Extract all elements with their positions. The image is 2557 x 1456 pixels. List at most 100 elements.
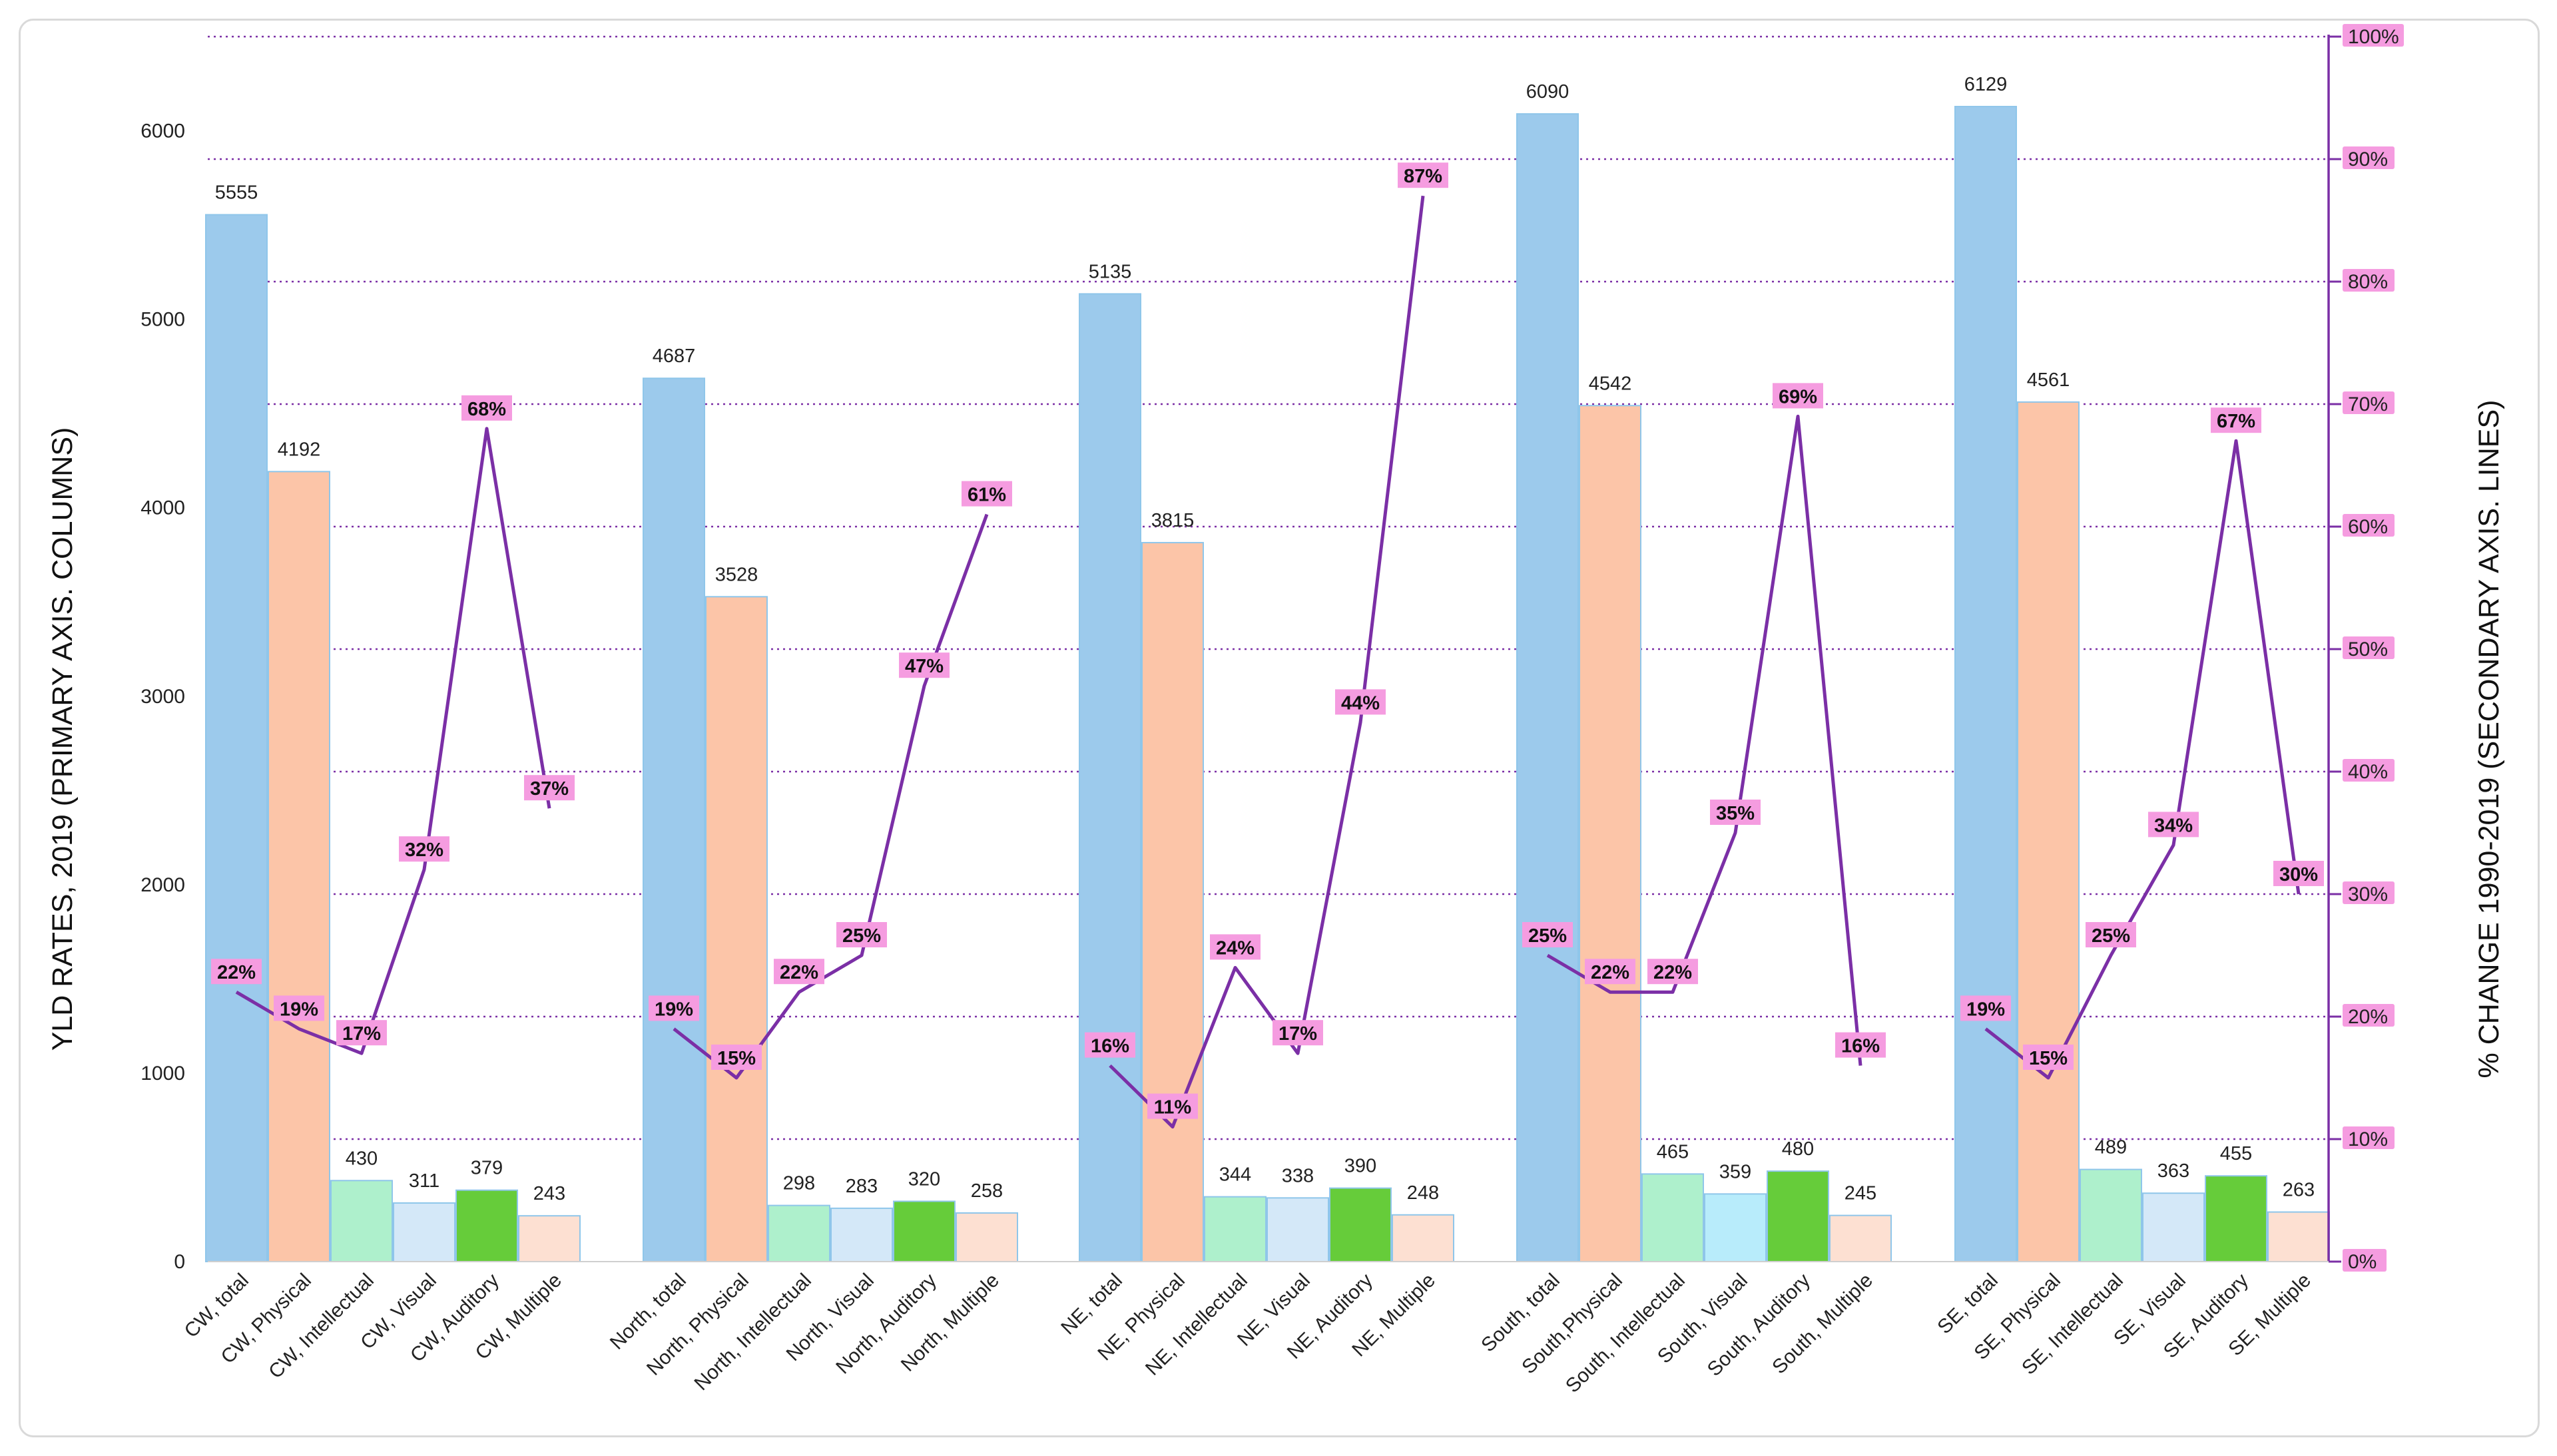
pct-label-badge <box>1835 1032 1886 1058</box>
primary-axis-tick-label: 2000 <box>141 874 185 896</box>
bar-south-visual <box>1704 1193 1767 1262</box>
pct-label-badge <box>399 836 449 862</box>
pct-label-north: 15% <box>717 1048 756 1069</box>
bar-value-label: 480 <box>1782 1138 1814 1160</box>
pct-label-se: 34% <box>2154 815 2193 836</box>
pct-label-ne: 44% <box>1341 692 1380 714</box>
secondary-axis-tick-label: 70% <box>2348 393 2388 415</box>
pct-label-cw: 37% <box>530 778 569 800</box>
bar-value-label: 283 <box>846 1176 878 1197</box>
bar-north-total <box>643 377 705 1262</box>
pct-label-badge <box>2273 861 2324 886</box>
bar-north-multiple <box>956 1212 1018 1263</box>
bar-value-label: 3528 <box>715 564 758 585</box>
secondary-axis-title: % CHANGE 1990-2019 (SECONDARY AXIS. LINE… <box>2473 400 2505 1079</box>
pct-line-cw <box>235 427 551 1055</box>
bar-south-auditory <box>1767 1170 1829 1262</box>
secondary-axis-tick-badge <box>2343 1249 2387 1272</box>
pct-label-badge <box>461 395 512 421</box>
pct-label-south: 22% <box>1591 962 1629 983</box>
bar-value-label: 359 <box>1719 1161 1751 1182</box>
pct-label-badge <box>1647 959 1698 985</box>
pct-label-badge <box>274 995 324 1021</box>
secondary-axis-tick-label: 60% <box>2348 516 2388 538</box>
pct-label-cw: 68% <box>467 399 506 420</box>
pct-label-badge <box>1773 383 1823 409</box>
bar-cw-intellectual <box>330 1180 393 1263</box>
pct-label-badge <box>524 775 575 801</box>
pct-label-badge <box>962 481 1012 507</box>
pct-label-north: 22% <box>780 962 818 983</box>
secondary-axis-tick-badge <box>2343 881 2395 904</box>
bar-south-intellectual <box>1641 1173 1704 1263</box>
pct-label-badge <box>1398 162 1448 188</box>
bar-value-label: 5135 <box>1089 261 1132 282</box>
pct-label-badge <box>1273 1020 1323 1046</box>
bar-value-label: 338 <box>1282 1165 1314 1186</box>
pct-label-se: 30% <box>2279 864 2318 885</box>
bar-value-label: 6129 <box>1964 74 2008 95</box>
pct-line-south <box>1546 414 1862 1066</box>
bar-north-physical <box>705 596 768 1262</box>
pct-label-south: 22% <box>1653 962 1692 983</box>
bar-value-label: 263 <box>2283 1180 2315 1201</box>
bar-cw-physical <box>268 471 330 1262</box>
bar-value-label: 379 <box>471 1158 503 1179</box>
bar-ne-physical <box>1141 542 1204 1262</box>
pct-label-south: 16% <box>1841 1036 1880 1057</box>
bar-ne-auditory <box>1329 1187 1392 1262</box>
category-tick-label: North, Intellectual <box>691 1270 816 1395</box>
pct-label-cw: 19% <box>280 999 318 1020</box>
primary-axis-title: YLD RATES, 2019 (PRIMARY AXIS. COLUMNS) <box>47 427 79 1051</box>
pct-label-ne: 11% <box>1154 1097 1192 1118</box>
secondary-axis-tick-label: 30% <box>2348 883 2388 905</box>
secondary-axis-tick-label: 40% <box>2348 761 2388 783</box>
secondary-axis-tick-badge <box>2343 24 2404 47</box>
secondary-axis-tick-badge <box>2343 1004 2395 1027</box>
pct-label-se: 67% <box>2217 411 2255 432</box>
bar-value-label: 311 <box>409 1170 439 1192</box>
bar-value-label: 4561 <box>2027 369 2070 391</box>
bar-cw-total <box>205 214 268 1262</box>
bar-cw-auditory <box>455 1189 518 1263</box>
pct-label-badge <box>2086 922 2136 947</box>
pct-label-ne: 17% <box>1278 1023 1317 1045</box>
bar-ne-total <box>1079 293 1141 1262</box>
bar-south-total <box>1516 113 1579 1263</box>
pct-label-se: 15% <box>2029 1048 2068 1069</box>
category-tick-label: South, Intellectual <box>1562 1270 1689 1397</box>
bar-value-label: 298 <box>783 1173 815 1194</box>
pct-label-badge <box>1710 800 1761 825</box>
axes: 0 1000 2000 3000 4000 5000 6000 0% 10% 20% 30% 40% 5… <box>141 24 2404 1273</box>
bar-value-label: 489 <box>2095 1137 2127 1158</box>
bar-value-label: 6090 <box>1526 81 1569 103</box>
bar-value-label: 430 <box>346 1148 378 1169</box>
pct-label-badge <box>2148 812 2199 838</box>
pct-label-south: 69% <box>1779 386 1817 407</box>
secondary-axis-tick-badge <box>2343 759 2395 782</box>
secondary-axis-tick-badge <box>2343 146 2395 169</box>
pct-label-se: 25% <box>2092 925 2130 947</box>
secondary-axis-tick-label: 80% <box>2348 271 2388 293</box>
pct-label-badge <box>711 1045 762 1070</box>
pct-label-badge <box>899 652 950 678</box>
secondary-axis-tick-label: 50% <box>2348 638 2388 660</box>
pct-label-badge <box>2023 1045 2074 1070</box>
pct-label-ne: 24% <box>1216 937 1255 959</box>
secondary-axis-tick-badge <box>2343 1126 2395 1149</box>
bar-south-multiple <box>1829 1214 1892 1262</box>
pct-label-badge <box>1147 1093 1198 1119</box>
primary-axis-tick-label: 5000 <box>141 309 185 331</box>
bar-value-label: 245 <box>1845 1183 1876 1204</box>
pct-label-badge <box>336 1020 387 1046</box>
bar-value-label: 4542 <box>1589 373 1632 394</box>
pct-label-south: 35% <box>1716 803 1755 824</box>
bar-se-auditory <box>2205 1175 2267 1262</box>
bar-value-label: 4192 <box>278 439 321 460</box>
pct-label-north: 19% <box>655 999 693 1020</box>
pct-label-badge <box>1522 922 1573 947</box>
bar-value-label: 390 <box>1344 1156 1376 1177</box>
bar-ne-multiple <box>1392 1214 1454 1262</box>
bar-cw-visual <box>393 1202 455 1263</box>
